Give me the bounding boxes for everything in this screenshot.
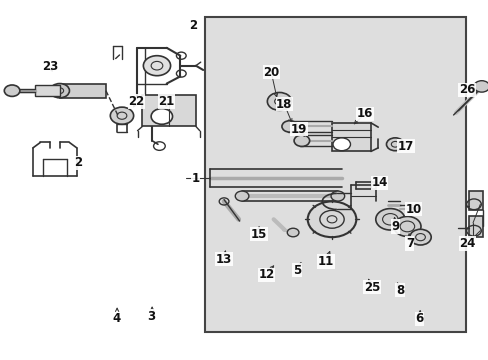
Text: 23: 23: [42, 60, 58, 73]
Bar: [142, 95, 196, 126]
Bar: [35, 85, 60, 96]
Text: 19: 19: [290, 123, 306, 136]
Bar: [204, 18, 465, 332]
Text: 12: 12: [258, 268, 274, 281]
Text: 16: 16: [356, 107, 372, 120]
Text: 26: 26: [458, 84, 474, 96]
Bar: [60, 84, 106, 98]
Text: 14: 14: [371, 176, 387, 189]
Text: 3: 3: [147, 310, 155, 323]
Text: 6: 6: [415, 312, 423, 325]
Circle shape: [151, 109, 172, 124]
Text: 15: 15: [250, 228, 267, 241]
Circle shape: [375, 208, 404, 230]
Text: 22: 22: [128, 95, 144, 108]
Text: 2: 2: [189, 19, 197, 32]
Text: 20: 20: [263, 66, 279, 78]
Circle shape: [4, 85, 20, 96]
Circle shape: [293, 135, 309, 147]
Circle shape: [267, 93, 291, 111]
Text: 4: 4: [112, 312, 121, 325]
Circle shape: [110, 107, 133, 124]
Text: 13: 13: [216, 253, 232, 266]
Text: 25: 25: [363, 281, 379, 294]
Circle shape: [386, 138, 403, 151]
Text: 17: 17: [397, 140, 413, 153]
Text: 1: 1: [191, 172, 200, 185]
Circle shape: [282, 121, 297, 132]
Bar: [468, 191, 482, 210]
Text: 5: 5: [292, 264, 301, 276]
Text: 24: 24: [459, 237, 475, 250]
Circle shape: [332, 138, 350, 151]
Bar: [331, 123, 370, 152]
Bar: [468, 216, 482, 237]
Text: 7: 7: [405, 237, 413, 250]
Circle shape: [50, 84, 69, 98]
Circle shape: [473, 81, 488, 92]
Circle shape: [235, 191, 248, 201]
Circle shape: [143, 56, 170, 76]
Circle shape: [307, 202, 356, 237]
Circle shape: [330, 191, 344, 201]
Text: 18: 18: [276, 98, 292, 111]
Text: 2: 2: [74, 156, 82, 169]
Text: 11: 11: [317, 255, 334, 268]
Circle shape: [287, 228, 298, 237]
Circle shape: [409, 229, 430, 245]
Circle shape: [393, 216, 420, 237]
Text: 21: 21: [158, 95, 175, 108]
Text: 9: 9: [390, 220, 399, 233]
Text: 8: 8: [395, 284, 404, 297]
Text: 10: 10: [405, 203, 421, 216]
